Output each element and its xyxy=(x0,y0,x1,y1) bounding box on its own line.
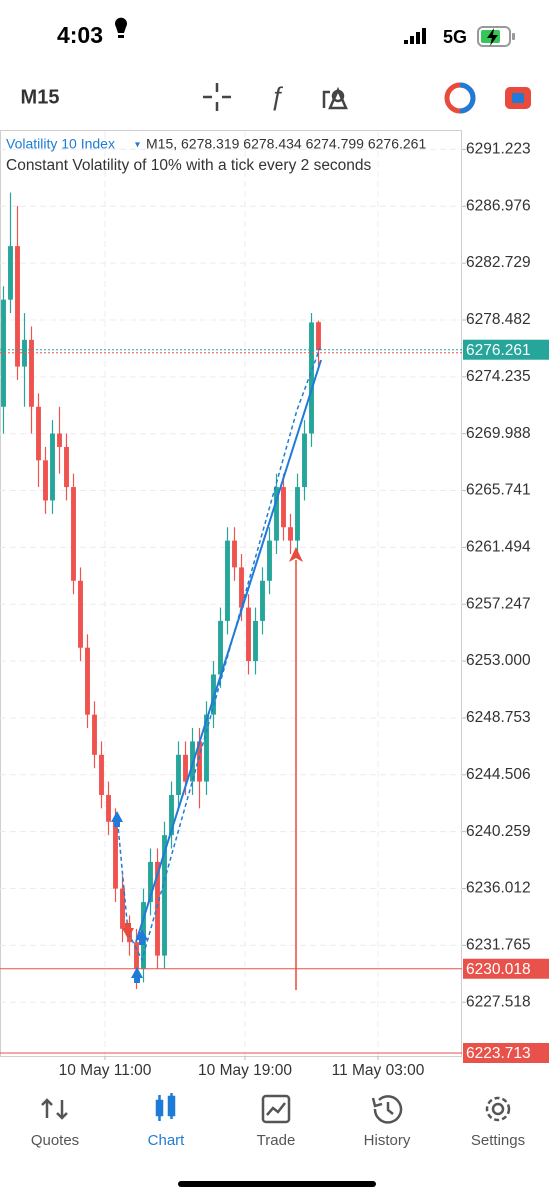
candle-body xyxy=(302,433,307,488)
y-tick-label: 6269.988 xyxy=(466,425,531,442)
candle-body xyxy=(253,620,258,662)
candle-body xyxy=(85,647,90,715)
crosshair-button[interactable] xyxy=(203,83,231,111)
timeframe[interactable]: M15 xyxy=(21,86,60,108)
candle-body xyxy=(295,487,300,541)
y-tick-label: 6244.506 xyxy=(466,766,531,783)
trade-annotations xyxy=(111,347,322,990)
candle-body xyxy=(113,821,118,889)
candle-body xyxy=(36,406,41,461)
candle-body xyxy=(99,754,104,795)
trade-button[interactable] xyxy=(444,82,476,114)
objects-button[interactable] xyxy=(322,86,348,110)
candle-body xyxy=(211,674,216,715)
candle-body xyxy=(8,246,13,300)
price-label: 6230.018 xyxy=(466,961,531,978)
candle-body xyxy=(43,460,48,501)
x-tick-label: 11 May 03:00 xyxy=(332,1062,425,1079)
candle-body xyxy=(120,888,125,929)
candle-body xyxy=(197,741,202,782)
candle-body xyxy=(232,540,237,568)
candle-body xyxy=(155,861,160,956)
symbol[interactable]: Volatility 10 Index xyxy=(6,136,115,152)
y-tick-label: 6282.729 xyxy=(466,254,531,271)
candle-body xyxy=(239,567,244,608)
status-icon xyxy=(115,17,128,38)
y-tick-label: 6265.741 xyxy=(466,482,531,499)
nav-label[interactable]: Trade xyxy=(257,1132,296,1149)
chart: 6291.223 6286.976 6282.729 6278.482 6274.235… xyxy=(0,131,549,1079)
y-tick-label: 6248.753 xyxy=(466,709,531,726)
candle-body xyxy=(267,540,272,581)
signal-icon xyxy=(404,28,426,44)
candle-body xyxy=(288,527,293,541)
candle-body xyxy=(134,942,139,969)
candle-body xyxy=(204,714,209,782)
candle-body xyxy=(225,540,230,621)
candle-body xyxy=(29,339,34,407)
candle-body xyxy=(1,299,6,407)
y-tick-label: 6278.482 xyxy=(466,311,531,328)
nav-icons xyxy=(41,1093,511,1124)
candle-body xyxy=(274,487,279,541)
candle-body xyxy=(246,607,251,662)
y-tick-label: 6274.235 xyxy=(466,368,531,385)
candle-body xyxy=(176,754,181,795)
x-tick-label: 10 May 19:00 xyxy=(198,1062,292,1079)
chart-frame xyxy=(0,130,462,1057)
y-tick-label: 6286.976 xyxy=(466,197,531,214)
candle-body xyxy=(15,246,20,367)
candle-body xyxy=(281,487,286,528)
candle-body xyxy=(218,620,223,675)
battery-icon xyxy=(477,26,515,47)
y-tick-label: 6240.259 xyxy=(466,823,531,840)
candle-body xyxy=(162,835,167,956)
y-tick-label: 6261.494 xyxy=(466,538,531,555)
home-indicator xyxy=(178,1181,376,1187)
y-tick-label: 6257.247 xyxy=(466,595,531,612)
y-tick-label: 6236.012 xyxy=(466,880,531,897)
candle-body xyxy=(78,580,83,648)
candle-body xyxy=(57,433,62,447)
candle-body xyxy=(50,433,55,501)
candle-body xyxy=(316,322,321,350)
ohlc-header: M15, 6278.319 6278.434 6274.799 6276.261 xyxy=(146,136,426,152)
candle-body xyxy=(260,580,265,621)
price-label-box xyxy=(463,958,549,979)
nav-label[interactable]: Chart xyxy=(148,1132,186,1149)
bottom-nav: Quotes Chart Trade History Settings xyxy=(31,1132,525,1149)
candle-body xyxy=(148,861,153,903)
candle-body xyxy=(106,794,111,822)
y-tick-label: 6253.000 xyxy=(466,652,531,669)
nav-label[interactable]: History xyxy=(364,1132,411,1149)
symbol-dropdown[interactable]: ▾ xyxy=(135,140,140,151)
candle-body xyxy=(64,446,69,488)
candle-body xyxy=(71,487,76,581)
price-label-box xyxy=(463,1043,549,1063)
indicators-button[interactable]: ƒ xyxy=(270,81,284,111)
price-label: 6223.713 xyxy=(466,1045,531,1062)
y-tick-label: 6231.765 xyxy=(466,936,531,953)
status-time: 4:03 xyxy=(57,22,103,48)
symbol-description: Constant Volatility of 10% with a tick e… xyxy=(6,157,372,174)
candle-body xyxy=(169,794,174,836)
y-tick-label: 6291.223 xyxy=(466,141,531,158)
nav-label[interactable]: Quotes xyxy=(31,1132,79,1149)
status-network: 5G xyxy=(443,27,467,47)
y-tick-label: 6227.518 xyxy=(466,993,531,1010)
account-button[interactable] xyxy=(505,87,531,109)
candle-body xyxy=(92,714,97,755)
candle-body xyxy=(183,754,188,782)
x-tick-label: 10 May 11:00 xyxy=(59,1062,152,1079)
candle-body xyxy=(309,322,314,434)
price-label-box xyxy=(463,339,549,360)
price-label: 6276.261 xyxy=(466,342,531,359)
nav-label[interactable]: Settings xyxy=(471,1132,525,1149)
